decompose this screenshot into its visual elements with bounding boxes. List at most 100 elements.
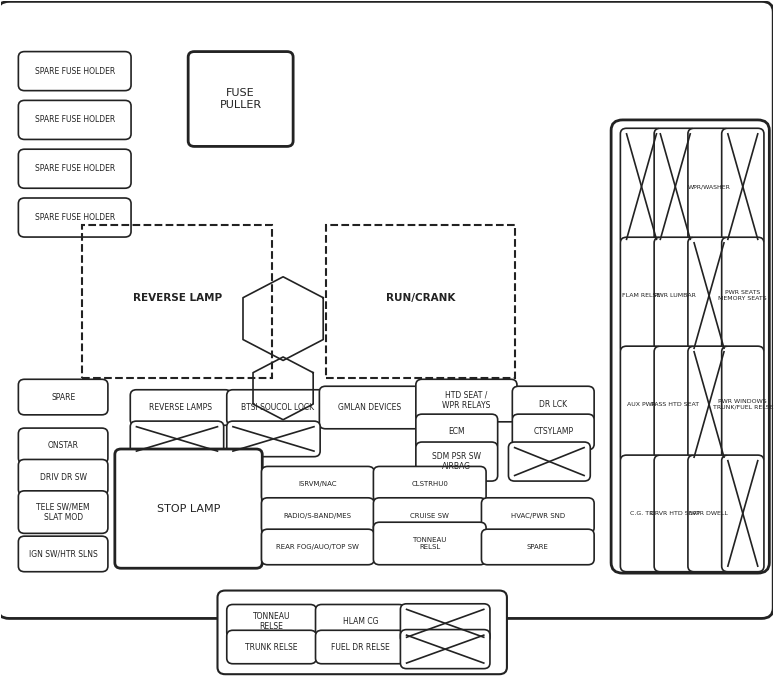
Text: BTSI SOUCOL LOCK: BTSI SOUCOL LOCK (241, 403, 314, 412)
Text: SPARE: SPARE (527, 544, 549, 550)
Text: REAR FOG/AUO/TOP SW: REAR FOG/AUO/TOP SW (276, 544, 359, 550)
Text: ONSTAR: ONSTAR (48, 442, 79, 450)
Bar (83, 225, 272, 378)
Text: PWR LUMBAR: PWR LUMBAR (654, 293, 696, 298)
FancyBboxPatch shape (316, 605, 405, 638)
Text: HVAC/PWR SND: HVAC/PWR SND (511, 512, 565, 519)
FancyBboxPatch shape (688, 237, 730, 354)
FancyBboxPatch shape (722, 455, 764, 572)
Text: ECM: ECM (448, 428, 465, 436)
FancyBboxPatch shape (19, 459, 108, 495)
Text: REVERSE LAMP: REVERSE LAMP (133, 293, 222, 302)
FancyBboxPatch shape (19, 428, 108, 463)
Text: HLAM CG: HLAM CG (343, 617, 378, 626)
Text: GMLAN DEVICES: GMLAN DEVICES (338, 403, 401, 412)
FancyBboxPatch shape (19, 491, 108, 533)
FancyBboxPatch shape (415, 442, 497, 481)
FancyBboxPatch shape (262, 466, 374, 502)
Text: AUX PWR: AUX PWR (627, 402, 656, 407)
FancyBboxPatch shape (620, 346, 662, 463)
FancyBboxPatch shape (373, 466, 486, 502)
Text: STOP LAMP: STOP LAMP (157, 503, 220, 514)
Text: WPR DWELL: WPR DWELL (690, 511, 728, 516)
Text: SDM PSR SW
AIRBAG: SDM PSR SW AIRBAG (432, 452, 481, 471)
Text: IGN SW/HTR SLNS: IGN SW/HTR SLNS (29, 550, 98, 559)
FancyBboxPatch shape (620, 237, 662, 354)
FancyBboxPatch shape (19, 100, 131, 139)
FancyBboxPatch shape (508, 442, 590, 481)
Text: SPARE: SPARE (51, 393, 75, 402)
FancyBboxPatch shape (0, 1, 773, 618)
Text: PWR WINDOWS
TRUNK/FUEL RELSE: PWR WINDOWS TRUNK/FUEL RELSE (712, 399, 773, 410)
FancyBboxPatch shape (722, 128, 764, 245)
Text: CTSYLAMP: CTSYLAMP (533, 428, 573, 436)
FancyBboxPatch shape (654, 237, 697, 354)
FancyBboxPatch shape (262, 498, 374, 533)
Bar (326, 225, 515, 378)
Text: TONNEAU
RELSE: TONNEAU RELSE (253, 612, 291, 631)
FancyBboxPatch shape (19, 149, 131, 188)
FancyBboxPatch shape (415, 379, 517, 422)
FancyBboxPatch shape (226, 390, 328, 426)
FancyBboxPatch shape (654, 455, 697, 572)
Text: CLSTRHU0: CLSTRHU0 (412, 481, 448, 487)
FancyBboxPatch shape (316, 630, 405, 664)
FancyBboxPatch shape (688, 455, 730, 572)
FancyBboxPatch shape (620, 128, 662, 245)
Text: DRIV DR SW: DRIV DR SW (40, 473, 87, 482)
FancyBboxPatch shape (19, 198, 131, 237)
FancyBboxPatch shape (226, 630, 316, 664)
FancyBboxPatch shape (217, 591, 507, 674)
Text: CRUISE SW: CRUISE SW (410, 512, 449, 519)
Text: SPARE FUSE HOLDER: SPARE FUSE HOLDER (34, 66, 115, 76)
FancyBboxPatch shape (415, 414, 497, 449)
FancyBboxPatch shape (481, 529, 594, 565)
Text: DRVR HTD SEAT: DRVR HTD SEAT (651, 511, 701, 516)
FancyBboxPatch shape (262, 529, 374, 565)
Text: SPARE FUSE HOLDER: SPARE FUSE HOLDER (34, 116, 115, 125)
FancyBboxPatch shape (401, 629, 490, 668)
FancyBboxPatch shape (722, 237, 764, 354)
FancyBboxPatch shape (481, 498, 594, 533)
FancyBboxPatch shape (19, 379, 108, 415)
FancyBboxPatch shape (19, 52, 131, 90)
Text: TELE SW/MEM
SLAT MOD: TELE SW/MEM SLAT MOD (37, 503, 90, 522)
Text: FUSE
PULLER: FUSE PULLER (219, 88, 262, 110)
Text: SPARE FUSE HOLDER: SPARE FUSE HOLDER (34, 213, 115, 222)
FancyBboxPatch shape (373, 522, 486, 565)
FancyBboxPatch shape (654, 128, 697, 245)
FancyBboxPatch shape (115, 449, 262, 568)
FancyBboxPatch shape (512, 414, 594, 449)
Text: HTD SEAT /
WPR RELAYS: HTD SEAT / WPR RELAYS (442, 391, 490, 410)
Text: C.G. TR: C.G. TR (629, 511, 653, 516)
Text: ISRVM/NAC: ISRVM/NAC (298, 481, 337, 487)
Text: WPR/WASHER: WPR/WASHER (687, 184, 730, 189)
Text: PASS HTD SEAT: PASS HTD SEAT (651, 402, 699, 407)
FancyBboxPatch shape (226, 421, 320, 456)
Text: TRUNK RELSE: TRUNK RELSE (245, 643, 298, 652)
Text: FLAM RELSE: FLAM RELSE (622, 293, 661, 298)
Text: REVERSE LAMPS: REVERSE LAMPS (149, 403, 212, 412)
FancyBboxPatch shape (188, 52, 293, 146)
FancyBboxPatch shape (319, 386, 420, 429)
Text: PWR SEATS
MEMORY SEATS: PWR SEATS MEMORY SEATS (719, 290, 767, 301)
FancyBboxPatch shape (373, 498, 486, 533)
FancyBboxPatch shape (130, 421, 223, 456)
Text: DR LCK: DR LCK (539, 400, 567, 409)
Text: FUEL DR RELSE: FUEL DR RELSE (331, 643, 390, 652)
FancyBboxPatch shape (130, 390, 231, 426)
FancyBboxPatch shape (654, 346, 697, 463)
FancyBboxPatch shape (611, 120, 769, 573)
FancyBboxPatch shape (19, 536, 108, 572)
FancyBboxPatch shape (226, 605, 316, 638)
Text: RUN/CRANK: RUN/CRANK (386, 293, 455, 302)
FancyBboxPatch shape (512, 386, 594, 422)
FancyBboxPatch shape (401, 604, 490, 643)
Text: SPARE FUSE HOLDER: SPARE FUSE HOLDER (34, 164, 115, 173)
Text: TONNEAU
RELSL: TONNEAU RELSL (412, 537, 447, 550)
FancyBboxPatch shape (722, 346, 764, 463)
Text: RADIO/S-BAND/MES: RADIO/S-BAND/MES (284, 512, 351, 519)
FancyBboxPatch shape (688, 128, 730, 245)
FancyBboxPatch shape (620, 455, 662, 572)
FancyBboxPatch shape (688, 346, 730, 463)
